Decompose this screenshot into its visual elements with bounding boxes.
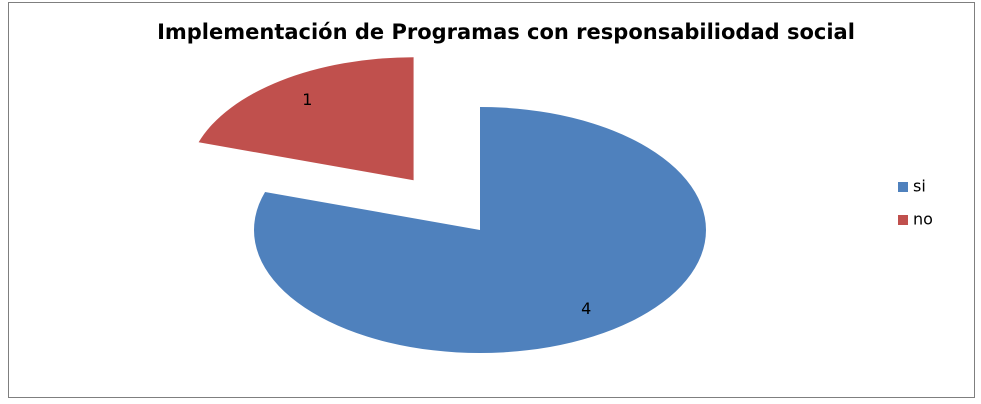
legend-swatch (898, 215, 908, 225)
legend-label: no (913, 210, 933, 229)
data-label: 4 (581, 299, 591, 318)
pie-slice (253, 107, 706, 353)
legend-label: si (913, 177, 926, 196)
data-label: 1 (302, 90, 312, 109)
chart-title: Implementación de Programas con responsa… (157, 20, 855, 44)
legend-swatch (898, 182, 908, 192)
pie-slice (198, 57, 414, 181)
